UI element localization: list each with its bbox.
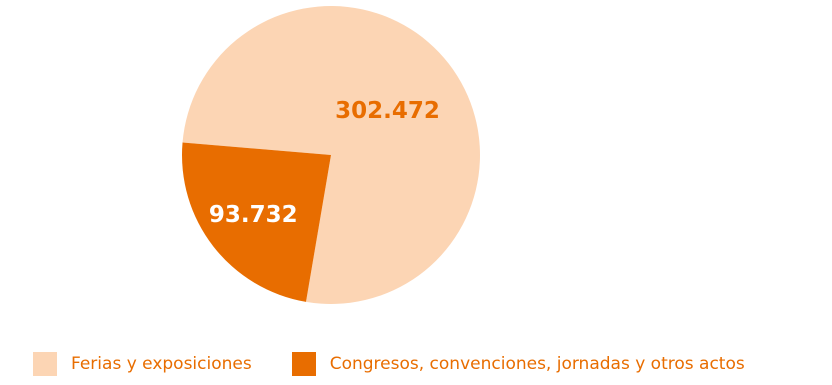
legend-swatch-congresos [291,352,316,376]
legend: Ferias y exposiciones Congresos, convenc… [33,352,745,376]
pie-slice-congresos [181,142,331,302]
legend-swatch-ferias [33,352,57,376]
legend-label-congresos: Congresos, convenciones, jornadas y otro… [329,354,745,374]
pie-slice-ferias [182,5,480,304]
data-label-congresos: 93.732 [209,202,298,228]
legend-item-congresos: Congresos, convenciones, jornadas y otro… [291,352,745,376]
pie-chart: 302.472 93.732 [181,5,480,304]
legend-item-ferias: Ferias y exposiciones [33,352,252,376]
legend-label-ferias: Ferias y exposiciones [71,354,252,374]
data-label-ferias: 302.472 [335,98,440,124]
